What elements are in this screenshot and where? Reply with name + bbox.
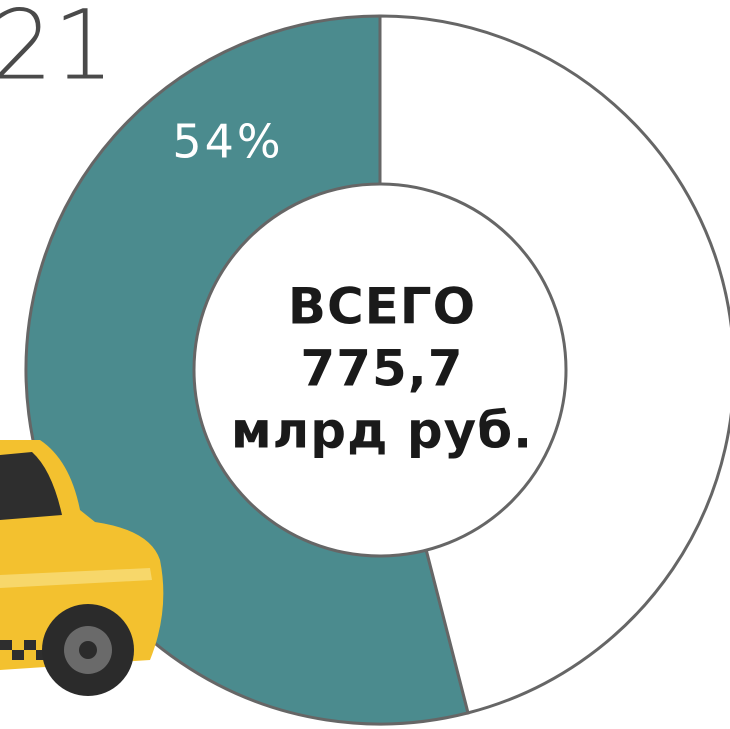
chart-title: 21: [0, 0, 114, 101]
center-label: млрд руб.: [231, 402, 533, 460]
center-label: ВСЕГО: [288, 278, 476, 336]
center-label: 775,7: [300, 340, 463, 398]
chart: 21 ВСЕГО 775,7 млрд руб. 54%: [0, 0, 730, 729]
page: {"chart_data": {"type": "donut", "title"…: [0, 0, 730, 729]
slice-label: 54%: [172, 115, 283, 169]
